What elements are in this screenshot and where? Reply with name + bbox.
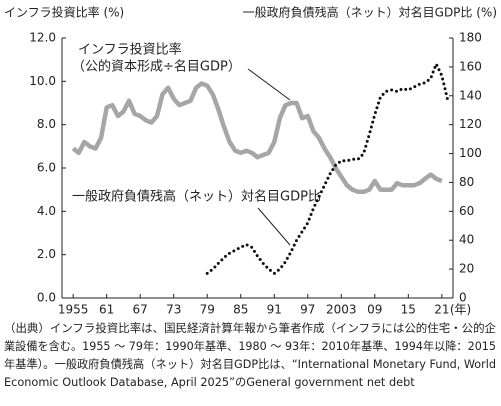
y2-tick-label: 140	[459, 88, 482, 102]
y-tick-label: 0.0	[37, 291, 56, 305]
y2-tick-label: 80	[459, 175, 474, 189]
x-tick-label: 2003	[326, 303, 357, 317]
x-tick-label: 73	[166, 303, 181, 317]
x-tick-label: 79	[200, 303, 215, 317]
y2-tick-label: 100	[459, 146, 482, 160]
x-tick-label: 85	[233, 303, 248, 317]
y-tick-label: 6.0	[37, 161, 56, 175]
x-tick-label: 1955	[58, 303, 89, 317]
x-tick-label: 21	[434, 303, 449, 317]
y-tick-label: 8.0	[37, 117, 56, 131]
x-tick-label: 67	[133, 303, 148, 317]
annotation: 一般政府負債残高（ネット）対名目GDP比	[72, 189, 321, 205]
footnote: Economic Outlook Database, April 2025”のG…	[4, 376, 415, 389]
y2-tick-label: 120	[459, 117, 482, 131]
y2-tick-label: 40	[459, 233, 474, 247]
y-tick-label: 4.0	[37, 204, 56, 218]
footnote: 業設備を含む。1955 ～ 79年：1990年基準、1980 ～ 93年：201…	[4, 339, 496, 353]
x-axis-unit: (年)	[450, 303, 471, 317]
x-tick-label: 09	[367, 303, 382, 317]
footnote: 年基準）。一般政府負債残高（ネット）対名目GDP比は、“Internationa…	[4, 357, 496, 371]
y2-tick-label: 180	[459, 31, 482, 45]
x-tick-label: 61	[99, 303, 114, 317]
y2-tick-label: 20	[459, 262, 474, 276]
y-axis-label: インフラ投資比率 (%)	[4, 5, 124, 20]
footnote: （出典）インフラ投資比率は、国民経済計算年報から筆者作成（インフラには公的住宅・…	[4, 321, 496, 335]
annotation: （公的資本形成÷名目GDP）	[72, 59, 241, 75]
series-line	[205, 62, 449, 275]
y2-axis-label: 一般政府負債残高（ネット）対名目GDP比 (%)	[243, 5, 497, 20]
y2-tick-label: 60	[459, 204, 474, 218]
y2-tick-label: 160	[459, 59, 482, 73]
x-tick-label: 15	[401, 303, 416, 317]
annotation: インフラ投資比率	[78, 42, 182, 58]
leader-line	[247, 68, 291, 101]
x-tick-label: 97	[300, 303, 315, 317]
y-tick-label: 12.0	[29, 31, 56, 45]
x-tick-label: 91	[267, 303, 282, 317]
y2-tick-label: 0	[459, 291, 467, 305]
y-tick-label: 10.0	[29, 74, 56, 88]
leader-line	[257, 207, 291, 246]
series-line	[71, 81, 443, 195]
y-tick-label: 2.0	[37, 247, 56, 261]
